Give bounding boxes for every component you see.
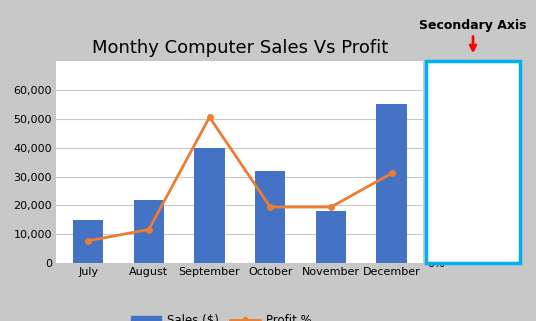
- Bar: [255, 171, 285, 263]
- Title: Monthy Computer Sales Vs Profit: Monthy Computer Sales Vs Profit: [92, 39, 388, 57]
- Legend: Sales ($), Profit %: Sales ($), Profit %: [126, 309, 316, 321]
- Bar: [376, 104, 407, 263]
- Bar: [133, 200, 164, 263]
- Text: Secondary Axis: Secondary Axis: [419, 19, 527, 32]
- Bar: [73, 220, 103, 263]
- Bar: [316, 211, 346, 263]
- Bar: [195, 148, 225, 263]
